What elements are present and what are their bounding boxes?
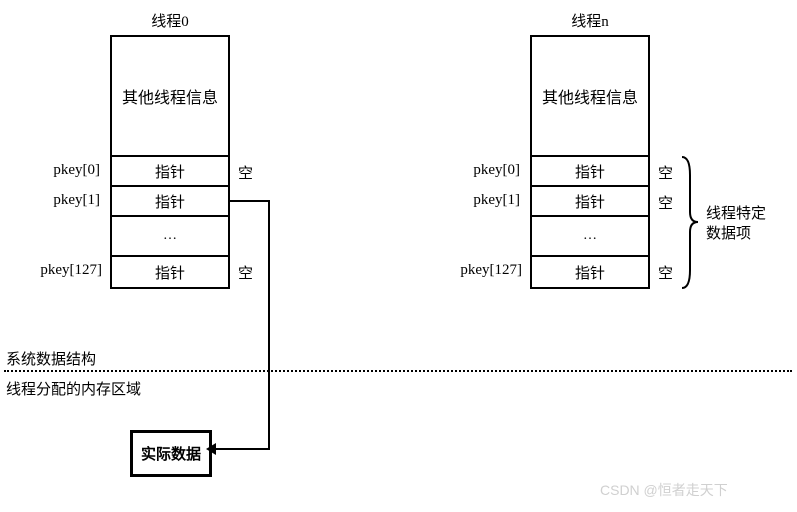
threadn-title: 线程n — [530, 10, 650, 31]
brace-label-2: 数据项 — [706, 226, 751, 242]
arrow-seg1 — [230, 200, 270, 202]
thread0-pkey127: pkey[127] — [22, 262, 102, 279]
threadn-last-ptr: 指针 — [532, 257, 648, 287]
thread0-info: 其他线程信息 — [112, 37, 228, 157]
threadn-pkey0: pkey[0] — [450, 162, 520, 179]
arrow-head-icon — [206, 443, 216, 455]
thread0-row1-ptr: 指针 — [112, 187, 228, 217]
upper-region-label: 系统数据结构 — [6, 348, 96, 369]
threadn-gap: … — [532, 217, 648, 257]
threadn-empty0: 空 — [658, 162, 682, 183]
thread0-row0-ptr: 指针 — [112, 157, 228, 187]
brace-label: 线程特定 数据项 — [706, 205, 766, 244]
thread0-empty0: 空 — [238, 162, 262, 183]
arrow-seg3 — [214, 448, 270, 450]
thread0-last-ptr: 指针 — [112, 257, 228, 287]
lower-region-label: 线程分配的内存区域 — [6, 378, 141, 399]
threadn-info: 其他线程信息 — [532, 37, 648, 157]
watermark: CSDN @恒者走天下 — [600, 480, 728, 500]
region-divider — [4, 370, 792, 372]
threadn-row1-ptr: 指针 — [532, 187, 648, 217]
thread0-pkey1: pkey[1] — [30, 192, 100, 209]
thread0-gap: … — [112, 217, 228, 257]
brace-icon — [680, 155, 702, 290]
brace-label-1: 线程特定 — [706, 206, 766, 222]
threadn-pkey127: pkey[127] — [442, 262, 522, 279]
arrow-seg2 — [268, 200, 270, 450]
diagram-canvas: 线程0 其他线程信息 指针 指针 … 指针 pkey[0] pkey[1] pk… — [0, 0, 797, 512]
thread0-pkey0: pkey[0] — [30, 162, 100, 179]
actual-data-box: 实际数据 — [130, 430, 212, 477]
threadn-empty1: 空 — [658, 192, 682, 213]
threadn-pkey1: pkey[1] — [450, 192, 520, 209]
thread0-title: 线程0 — [110, 10, 230, 31]
thread0-block: 其他线程信息 指针 指针 … 指针 — [110, 35, 230, 289]
thread0-empty127: 空 — [238, 262, 262, 283]
threadn-empty127: 空 — [658, 262, 682, 283]
threadn-block: 其他线程信息 指针 指针 … 指针 — [530, 35, 650, 289]
threadn-row0-ptr: 指针 — [532, 157, 648, 187]
